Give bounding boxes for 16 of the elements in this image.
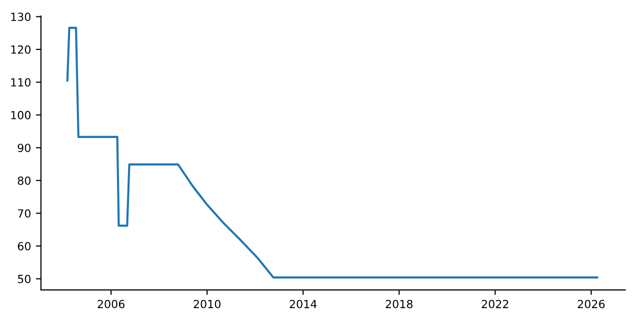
x-tick-label: 2010 — [194, 300, 220, 308]
y-tick-label: 130 — [11, 12, 30, 22]
x-tick-label: 2022 — [482, 300, 508, 308]
y-tick-label: 80 — [18, 176, 30, 185]
x-tick-label: 2014 — [290, 300, 317, 308]
y-tick-label: 60 — [18, 242, 30, 250]
x-tick-label: 2018 — [386, 300, 413, 308]
y-tick-label: 90 — [18, 144, 30, 152]
line-series — [66, 26, 598, 279]
x-tick-label: 2026 — [578, 300, 605, 308]
y-tick-label: 120 — [11, 45, 30, 54]
y-tick-label: 50 — [18, 274, 30, 284]
y-tick-label: 70 — [18, 209, 30, 218]
y-tick-label: 100 — [11, 110, 30, 120]
x-tick-label: 2006 — [98, 300, 124, 308]
y-tick-label: 110 — [11, 78, 30, 87]
